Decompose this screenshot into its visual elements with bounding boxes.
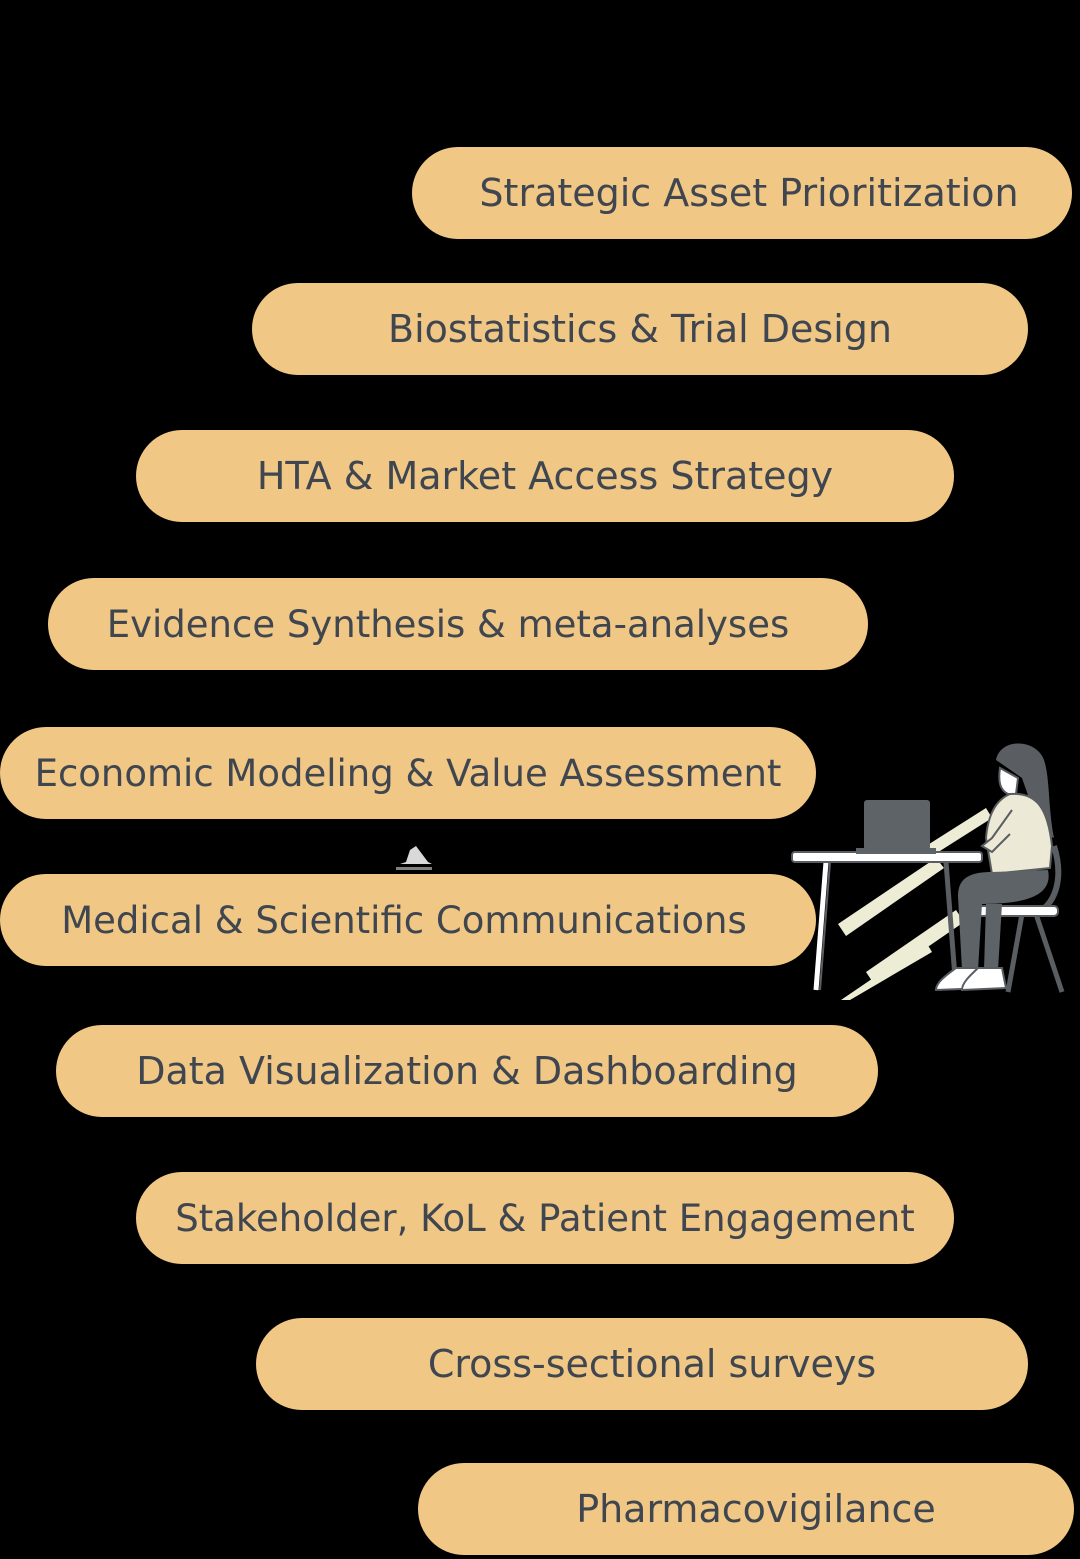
service-pill-data-visualization: Data Visualization & Dashboarding [56,1025,878,1117]
service-pill-cross-sectional-surveys: Cross-sectional surveys [256,1318,1028,1410]
woman-at-laptop-desk-icon [791,743,1065,1000]
decorative-mark-icon [396,846,432,870]
service-pill-stakeholder-engagement: Stakeholder, KoL & Patient Engagement [136,1172,954,1264]
service-pill-strategic-asset-prioritization: Strategic Asset Prioritization [412,147,1072,239]
service-pill-medical-scientific-communications: Medical & Scientific Communications [0,874,816,966]
service-pill-evidence-synthesis: Evidence Synthesis & meta-analyses [48,578,868,670]
service-pill-pharmacovigilance: Pharmacovigilance [418,1463,1074,1555]
service-pill-economic-modeling: Economic Modeling & Value Assessment [0,727,816,819]
service-pill-biostatistics-trial-design: Biostatistics & Trial Design [252,283,1028,375]
service-pill-hta-market-access: HTA & Market Access Strategy [136,430,954,522]
